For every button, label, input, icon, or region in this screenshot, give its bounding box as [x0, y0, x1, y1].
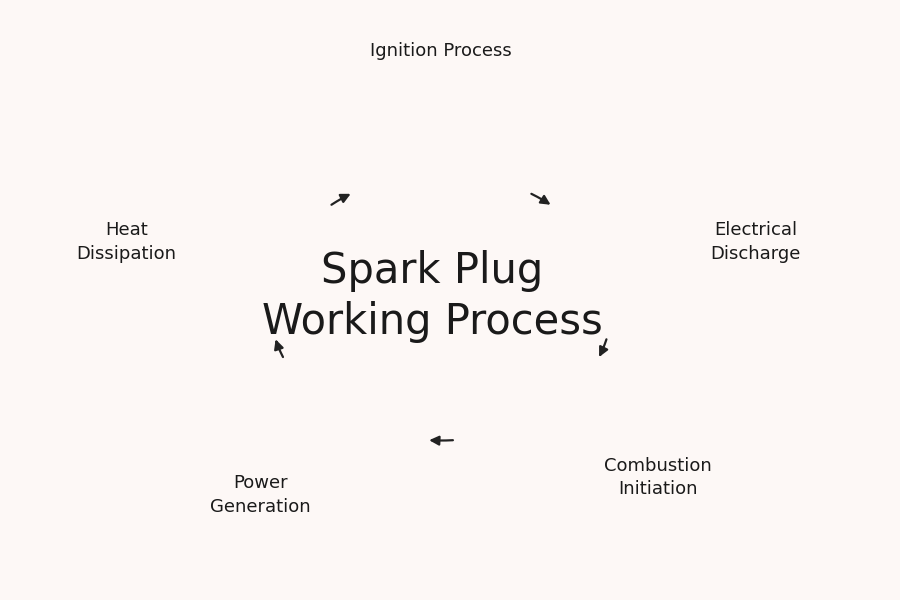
Text: Spark Plug
Working Process: Spark Plug Working Process: [262, 250, 602, 343]
Text: Combustion
Initiation: Combustion Initiation: [604, 457, 711, 499]
Text: Power
Generation: Power Generation: [210, 475, 310, 516]
Text: Ignition Process: Ignition Process: [370, 41, 512, 59]
Text: Electrical
Discharge: Electrical Discharge: [710, 221, 800, 263]
Text: Heat
Dissipation: Heat Dissipation: [76, 221, 176, 263]
